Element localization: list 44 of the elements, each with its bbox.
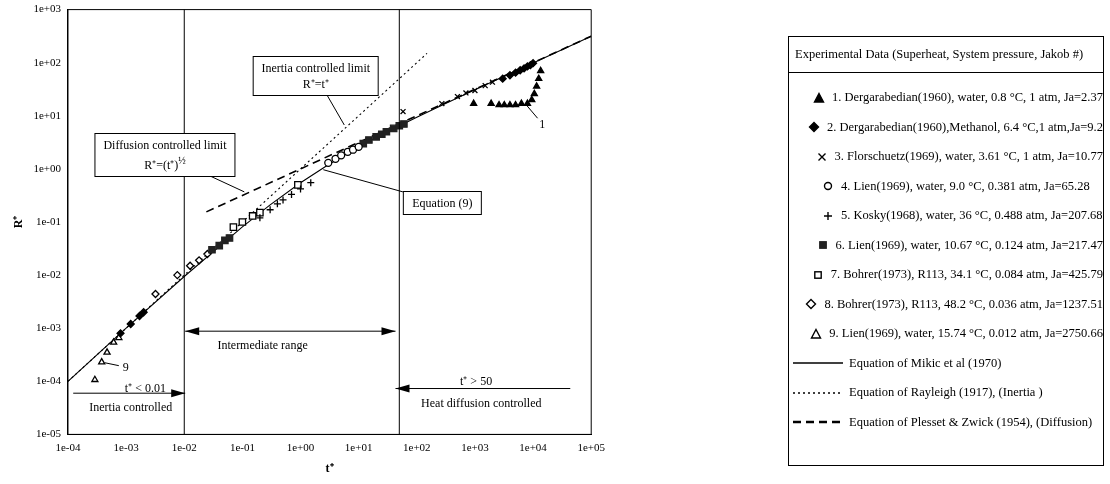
y-tick-label: 1e-02 [35,267,61,280]
annotation: t⁺ > 50 [460,373,493,390]
legend-label: 2. Dergarabedian(1960),Methanol, 6.4 °C,1 atm,Ja=9.2 [827,119,1103,135]
x-tick-label: 1e+05 [577,440,606,453]
annotation: 1 [539,115,546,132]
legend-title: Experimental Data (Superheat, System pressure, Jakob #) [789,37,1103,73]
y-tick-label: 1e-05 [35,427,62,440]
legend-label: Equation of Plesset & Zwick (1954), (Diffusion) [849,414,1093,430]
y-tick-label: 1e+01 [33,108,61,121]
x-tick-label: 1e+01 [344,440,373,453]
legend-label: 5. Kosky(1968), water, 36 °C, 0.488 atm, Ja=207.68 [841,208,1103,224]
annotation: Equation (9) [412,194,473,211]
legend-label: 7. Bohrer(1973), R113, 34.1 °C, 0.084 atm, Ja=425.79 [830,267,1103,283]
x-tick-label: 1e+02 [403,440,431,453]
legend-label: 4. Lien(1969), water, 9.0 °C, 0.381 atm, Ja=65.28 [841,178,1090,194]
y-tick-label: 1e+02 [33,55,61,68]
y-tick-label: 1e-03 [35,321,62,334]
x-tick-label: 1e+04 [519,440,548,453]
x-tick-label: 1e+00 [286,440,315,453]
x-axis-title: t⁺ [325,460,334,475]
legend-label: Equation of Rayleigh (1917), (Inertia ) [849,385,1043,401]
x-tick-label: 1e-02 [171,440,197,453]
x-tick-label: 1e-03 [113,440,140,453]
y-axis-title: R⁺ [11,215,26,229]
legend-label: 6. Lien(1969), water, 10.67 °C, 0.124 atm, Ja=217.47 [835,237,1103,253]
x-tick-label: 1e-01 [229,440,255,453]
y-tick-label: 1e+00 [33,161,62,174]
y-tick-label: 1e+03 [33,2,62,15]
annotation: Intermediate range [217,337,308,354]
legend-label: Equation of Mikic et al (1970) [849,355,1002,371]
annotation: 9 [122,359,129,376]
legend-label: 3. Florschuetz(1969), water, 3.61 °C, 1 atm, Ja=10.77 [834,149,1103,165]
x-tick-label: 1e-04 [55,440,82,453]
annotation: Diffusion controlled limit R⁺=(t⁺)$^{½}$ [103,137,227,174]
annotation: Inertia controlled [89,398,173,415]
legend-label: 1. Dergarabedian(1960), water, 0.8 °C, 1 atm, Ja=2.37 [832,90,1103,106]
legend-label: 8. Bohrer(1973), R113, 48.2 °C, 0.036 atm, Ja=1237.51 [824,296,1103,312]
x-tick-label: 1e+03 [461,440,490,453]
legend-label: 9. Lien(1969), water, 15.74 °C, 0.012 atm, Ja=2750.66 [829,326,1103,342]
annotation: Heat diffusion controlled [421,394,542,411]
y-tick-label: 1e-04 [35,374,62,387]
annotation: t⁺ < 0.01 [124,379,166,396]
annotation: Inertia controlled limit R⁺=t⁺ [261,59,371,92]
y-tick-label: 1e-01 [35,214,61,227]
